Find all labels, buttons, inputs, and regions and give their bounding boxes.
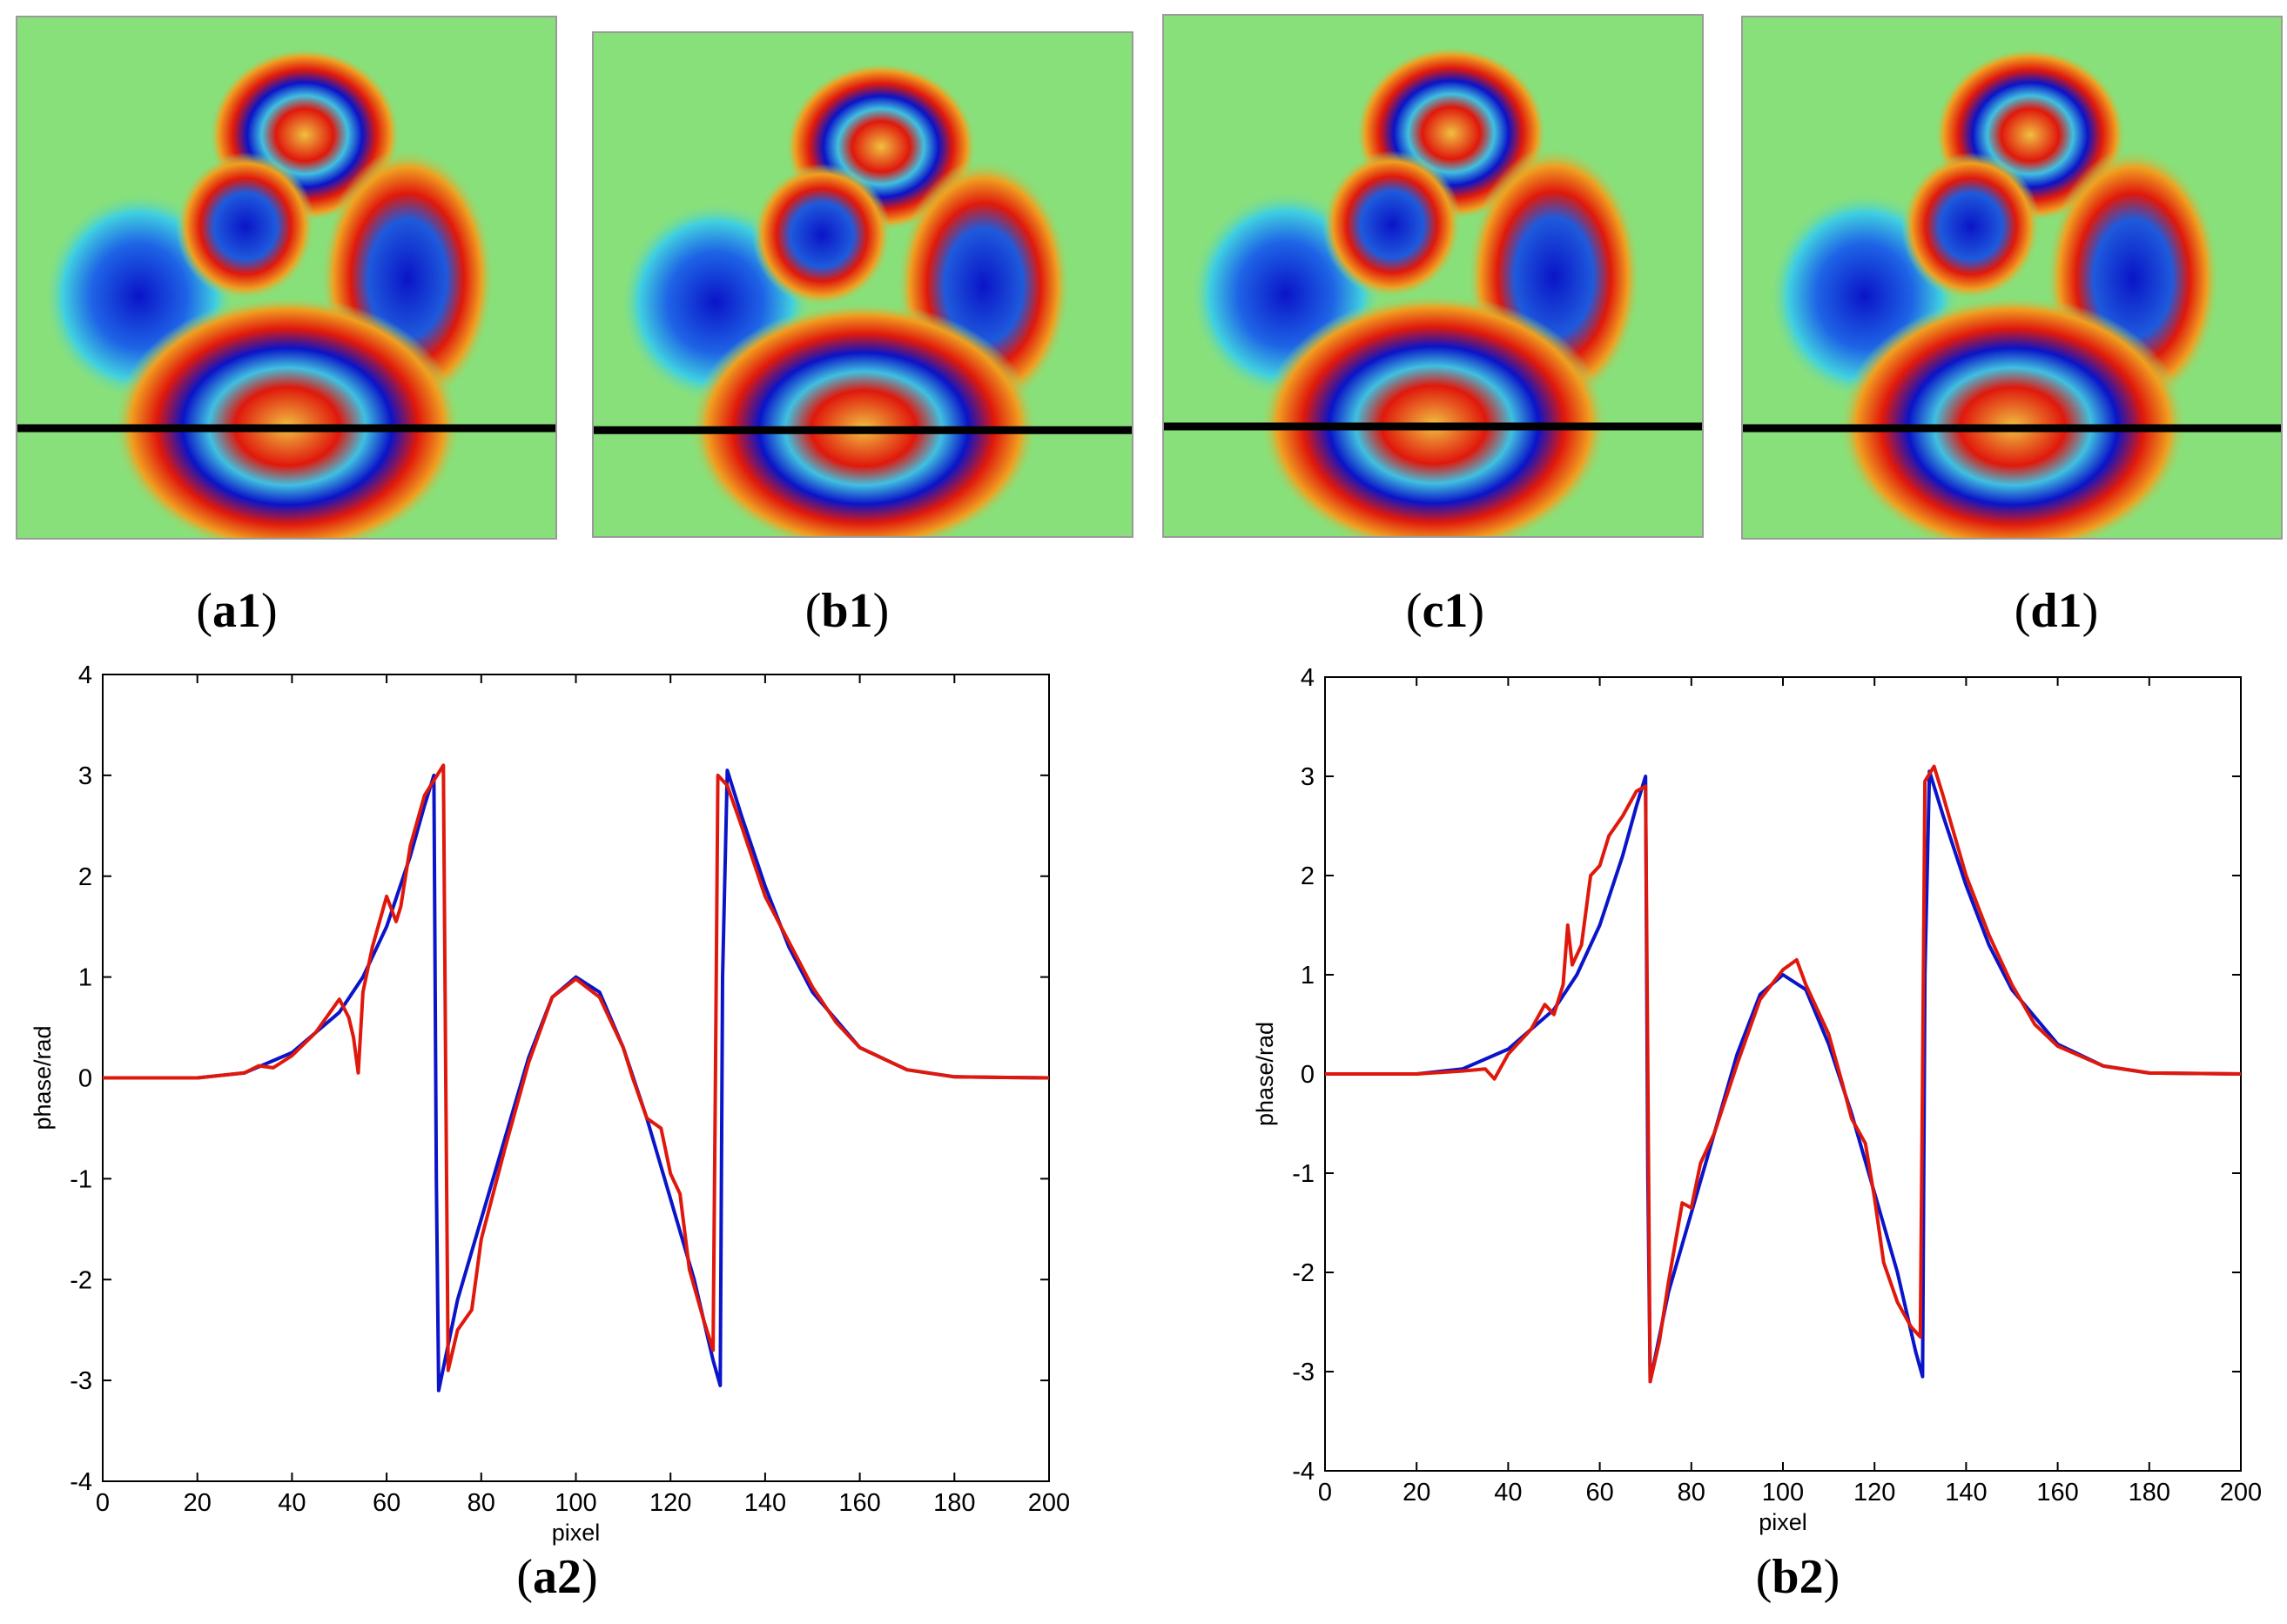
x-tick-label: 120 [1853, 1479, 1895, 1507]
x-tick-label: 200 [2220, 1479, 2262, 1507]
phase-map-panel-a1 [16, 16, 557, 540]
x-tick-label: 180 [933, 1489, 975, 1517]
x-tick-label: 40 [278, 1489, 306, 1517]
y-tick-label: -2 [70, 1266, 92, 1294]
y-tick-label: -1 [1292, 1160, 1315, 1188]
x-tick-label: 80 [1678, 1479, 1705, 1507]
y-tick-label: 2 [1301, 862, 1315, 890]
phase-ring-bottom [1260, 294, 1608, 536]
x-tick-label: 140 [1945, 1479, 1987, 1507]
x-tick-label: 40 [1494, 1479, 1522, 1507]
y-axis-label: phase/rad [1252, 1022, 1278, 1126]
phase-map-image [594, 33, 1132, 536]
line-chart-a2: 0 20 40 60 80 100 120 140 160 180 200 -4 -3 -2 -1 0 1 2 3 4… [30, 661, 1070, 1546]
series-line-true-phase [1325, 769, 2242, 1384]
y-tick-label: 1 [78, 964, 92, 992]
y-tick-label: 2 [78, 863, 92, 891]
y-axis-label: phase/rad [30, 1025, 56, 1130]
caption-a2: (a2) [516, 1550, 598, 1604]
x-axis-label: pixel [552, 1520, 601, 1546]
caption-d1: (d1) [2014, 584, 2099, 638]
x-tick-label: 0 [1318, 1479, 1332, 1507]
phase-map-panel-d1 [1741, 16, 2283, 540]
phase-ring-bottom [113, 296, 461, 538]
phase-ring-bottom [689, 302, 1038, 536]
x-tick-label: 0 [96, 1489, 110, 1517]
caption-c1: (c1) [1405, 584, 1485, 638]
x-tick-label: 100 [555, 1489, 596, 1517]
phase-map-image [1743, 17, 2281, 538]
x-tick-label: 100 [1762, 1479, 1804, 1507]
phase-blob-center [1322, 151, 1462, 299]
phase-blob-center [176, 152, 315, 300]
x-tick-label: 60 [1585, 1479, 1613, 1507]
y-tick-label: -3 [70, 1367, 92, 1395]
y-tick-label: 0 [1301, 1061, 1315, 1089]
y-tick-label: 3 [1301, 763, 1315, 791]
x-tick-label: 80 [467, 1489, 495, 1517]
caption-b2: (b2) [1755, 1550, 1840, 1604]
y-tick-label: 3 [78, 762, 92, 790]
x-tick-label: 200 [1028, 1489, 1070, 1517]
series-line-true-phase [103, 768, 1050, 1392]
x-tick-label: 160 [2036, 1479, 2078, 1507]
x-tick-label: 120 [649, 1489, 691, 1517]
phase-map-panel-b1 [592, 31, 1133, 538]
y-tick-label: 0 [78, 1065, 92, 1093]
caption-b1: (b1) [804, 584, 890, 638]
plot-area [102, 674, 1050, 1482]
y-tick-label: -4 [70, 1468, 92, 1496]
x-tick-label: 160 [838, 1489, 880, 1517]
x-tick-label: 180 [2129, 1479, 2170, 1507]
series-line-reconstructed [103, 763, 1050, 1372]
phase-ring-bottom [1839, 296, 2187, 538]
line-chart-b2: 0 20 40 60 80 100 120 140 160 180 200 -4 -3 -2 -1 0 1 2 3 4… [1252, 664, 2262, 1535]
phase-map-panel-c1 [1162, 14, 1704, 538]
phase-blob-center [1901, 152, 2041, 300]
y-tick-label: -1 [70, 1165, 92, 1193]
y-tick-label: -3 [1292, 1359, 1315, 1386]
phase-map-image [1164, 16, 1702, 536]
x-axis-label: pixel [1759, 1509, 1807, 1535]
x-tick-label: 140 [744, 1489, 786, 1517]
y-tick-label: 1 [1301, 962, 1315, 990]
y-tick-label: 4 [1301, 664, 1315, 692]
caption-a1: (a1) [196, 584, 278, 638]
phase-blob-center [752, 163, 891, 307]
x-tick-label: 60 [373, 1489, 400, 1517]
x-tick-label: 20 [184, 1489, 212, 1517]
series-line-reconstructed [1325, 764, 2242, 1384]
y-tick-label: 4 [78, 661, 92, 689]
y-tick-label: -2 [1292, 1259, 1315, 1287]
x-tick-label: 20 [1402, 1479, 1430, 1507]
phase-map-image [17, 17, 555, 538]
y-tick-label: -4 [1292, 1458, 1315, 1486]
plot-area [1324, 676, 2242, 1472]
